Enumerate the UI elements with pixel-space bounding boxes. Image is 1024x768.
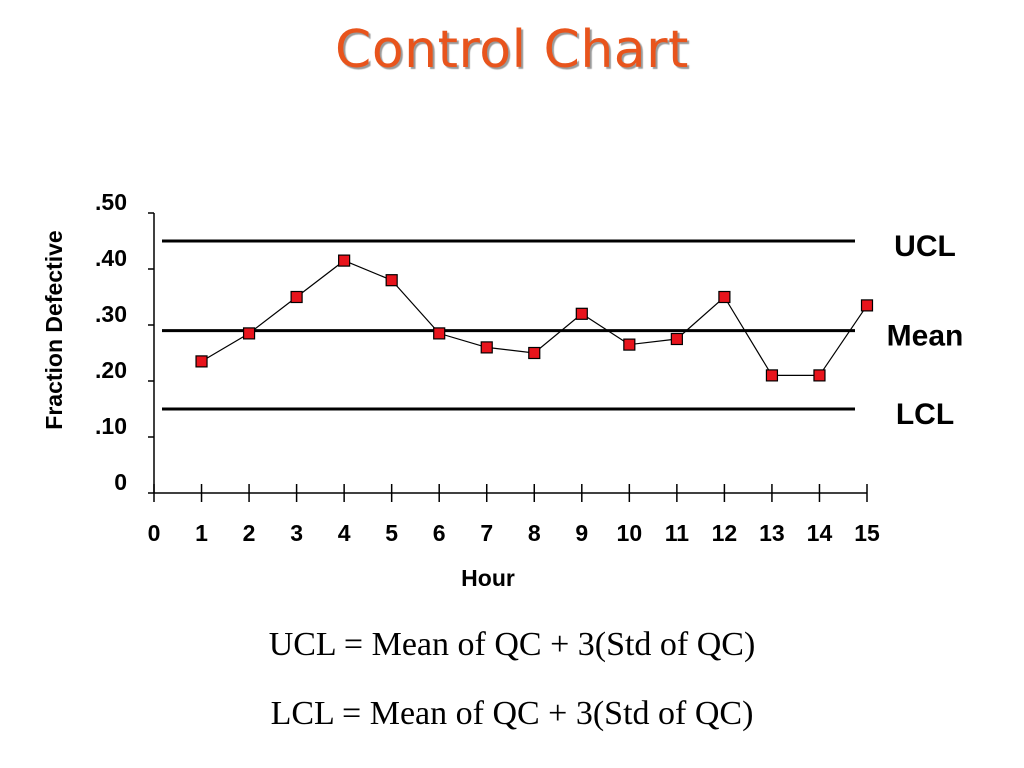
ucl-formula: UCL = Mean of QC + 3(Std of QC) [268, 626, 756, 663]
y-tick-label: .20 [95, 357, 127, 383]
y-tick-label: .10 [95, 413, 127, 439]
x-tick-label: 14 [807, 520, 833, 546]
data-point [765, 369, 779, 382]
data-point [338, 254, 351, 267]
x-tick-label: 15 [854, 520, 880, 546]
data-point [433, 327, 446, 340]
x-tick-label: 7 [480, 520, 493, 546]
y-tick-label: .40 [95, 245, 127, 271]
tick-labels: 0.10.20.30.40.500 1 2 3 4 5 6 7 8 9 10 11 12 13 14 15 [95, 189, 880, 546]
x-tick-label: 6 [433, 520, 446, 546]
x-tick-label: 12 [712, 520, 738, 546]
x-tick-label: 1 [195, 520, 208, 546]
y-tick-label: .30 [95, 301, 127, 327]
x-tick-label: 5 [385, 520, 398, 546]
data-markers [195, 254, 874, 382]
y-axis-title: Fraction Defective [41, 230, 67, 429]
data-point [860, 299, 874, 312]
lcl-label: LCL [896, 398, 954, 431]
chart-axes [148, 212, 868, 502]
x-tick-label: 10 [617, 520, 643, 546]
x-axis-title: Hour [461, 565, 515, 591]
mean-label: Mean [887, 320, 964, 353]
data-point [480, 341, 493, 354]
y-tick-label: 0 [114, 469, 127, 495]
data-point [813, 369, 826, 382]
data-point [718, 290, 731, 304]
lcl-formula: LCL = Mean of QC + 3(Std of QC) [270, 695, 754, 732]
x-tick-label: 4 [338, 520, 351, 546]
x-tick-label: 2 [243, 520, 256, 546]
data-point [242, 327, 256, 340]
data-point [385, 274, 398, 287]
data-point [528, 346, 541, 360]
x-tick-label: 11 [665, 520, 690, 546]
data-point [575, 307, 588, 320]
data-point [670, 332, 683, 346]
slide-title: Control Chart [335, 20, 689, 80]
data-point [623, 338, 636, 351]
y-tick-label: .50 [95, 189, 127, 215]
x-tick-label: 0 [148, 520, 161, 546]
data-point [195, 355, 208, 368]
ucl-label: UCL [894, 230, 956, 263]
x-tick-label: 13 [759, 520, 785, 546]
x-tick-label: 9 [575, 520, 588, 546]
x-tick-label: 3 [290, 520, 303, 546]
x-tick-label: 8 [528, 520, 541, 546]
reference-lines: UCL Mean LCL [162, 230, 963, 431]
data-point [290, 290, 303, 304]
